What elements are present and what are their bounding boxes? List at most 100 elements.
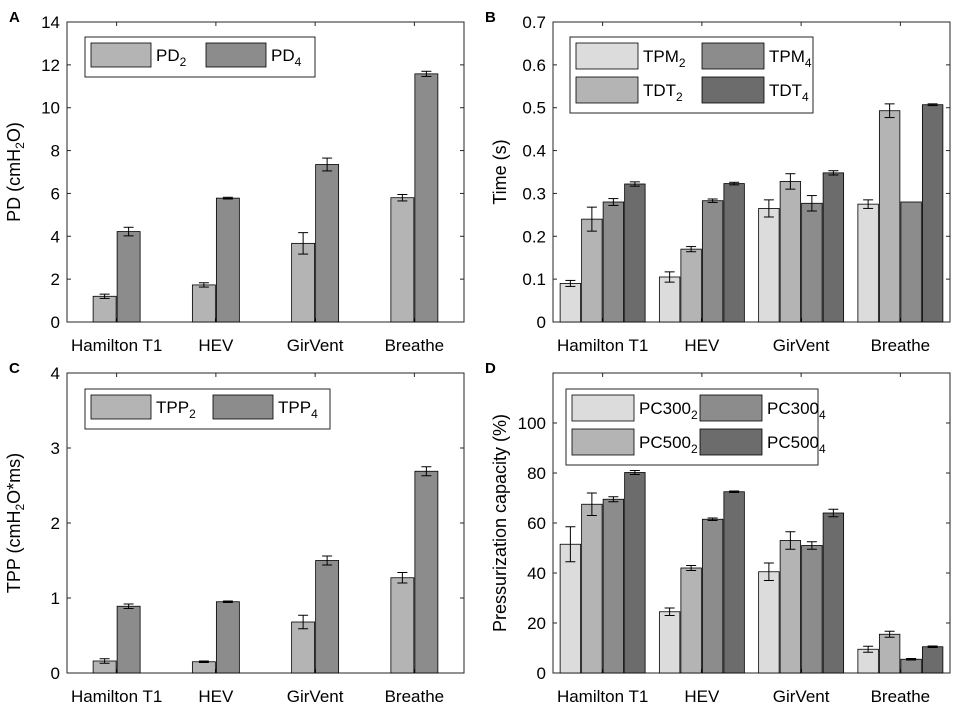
y-tick-label: 60 [527, 514, 546, 533]
bar [215, 197, 240, 323]
x-tick-label: Hamilton T1 [71, 687, 162, 704]
y-axis-label: Time (s) [490, 139, 510, 204]
y-tick-label: 0 [51, 664, 60, 683]
panel-label: A [9, 9, 20, 26]
bar [878, 110, 901, 323]
legend-entry-name: TPP [278, 398, 311, 417]
legend-entry-sub: 2 [189, 407, 196, 421]
bar [116, 605, 141, 674]
y-tick-label: 3 [51, 439, 60, 458]
y-tick-label: 0.6 [522, 56, 546, 75]
bar [921, 646, 944, 674]
y-tick-label: 8 [51, 142, 60, 161]
y-tick-label: 0 [537, 313, 546, 332]
bar [390, 197, 415, 323]
x-tick-label: HEV [198, 687, 234, 704]
legend-swatch [571, 394, 635, 422]
panel-a: A 0 2 4 6 8 10 12 14 Hamilton T1 HEV GirVent Breathe… [4, 9, 465, 355]
y-tick-label: 0.2 [522, 227, 546, 246]
x-tick-label: Hamilton T1 [557, 336, 648, 355]
bar [215, 601, 240, 674]
bar [701, 518, 724, 674]
legend-entry-name: PC500 [767, 433, 819, 452]
legend-entry: TDT4 [769, 81, 809, 104]
bar [900, 201, 922, 323]
x-tick-label: Breathe [871, 336, 931, 355]
y-axis-label-tail: O) [4, 122, 24, 142]
legend-entry-sub: 2 [676, 90, 683, 104]
bar [779, 540, 802, 674]
x-tick-label: Hamilton T1 [71, 336, 162, 355]
legend-entry-sub: 4 [295, 55, 302, 69]
y-tick-label: 100 [518, 414, 546, 433]
bar [116, 231, 141, 323]
y-tick-label: 1 [51, 589, 60, 608]
y-tick-label: 0.1 [522, 270, 546, 289]
bar [291, 242, 316, 323]
bar [414, 470, 439, 674]
bar [878, 633, 901, 674]
panel-d: D 0 20 40 60 80 100 Hamilton T1 HEV GirVent Breath… [485, 360, 951, 704]
bar [581, 218, 603, 323]
legend-swatch [90, 42, 152, 68]
y-axis-label-main: Pressurization capacity (%) [490, 414, 510, 632]
legend-entry-name: PD [156, 46, 180, 65]
y-axis-label: PD (cmH2O) [4, 122, 27, 222]
bar [390, 577, 415, 674]
y-tick-label: 0.4 [522, 142, 546, 161]
bar [191, 661, 216, 674]
legend-entry: TDT2 [643, 81, 683, 104]
panel-label: B [485, 9, 496, 26]
bar [624, 183, 646, 323]
panel-b: B 0 0.1 0.2 0.3 0.4 0.5 0.6 0.7 Hamilton T1 HEV Gir… [485, 9, 951, 355]
axes-box [66, 21, 465, 323]
bar [658, 611, 681, 674]
bar [921, 104, 944, 323]
bar [822, 172, 845, 323]
y-tick-label: 4 [51, 364, 60, 383]
y-axis-label-main: Time (s) [490, 139, 510, 204]
y-axis-label-sub: 2 [13, 504, 27, 511]
y-axis-label-tail: O*ms) [4, 453, 24, 504]
bar [559, 283, 582, 323]
bar [779, 181, 802, 323]
bar [701, 200, 724, 323]
legend-entry-name: TPP [156, 398, 189, 417]
y-tick-label: 4 [51, 227, 60, 246]
legend-entry: PC5004 [767, 433, 826, 456]
bar [822, 512, 845, 674]
y-tick-label: 6 [51, 184, 60, 203]
legend-entry-name: TPM [643, 47, 679, 66]
y-tick-label: 0.3 [522, 184, 546, 203]
x-tick-label: HEV [198, 336, 234, 355]
bar [801, 545, 823, 674]
y-axis-label-main: PD (cmH [4, 149, 24, 222]
legend-entry: TPP2 [156, 398, 196, 421]
y-tick-label: 2 [51, 514, 60, 533]
legend-entry-name: TPM [769, 47, 805, 66]
legend-entry-sub: 2 [679, 56, 686, 70]
legend-entry: PD4 [271, 46, 302, 69]
bar [315, 164, 340, 323]
legend-entry-name: TDT [769, 81, 802, 100]
legend-entry-sub: 2 [691, 408, 698, 422]
legend-entry-sub: 4 [805, 56, 812, 70]
panel-c: C 0 1 2 3 4 Hamilton T1 HEV GirVent Breathe TPP (c… [4, 360, 465, 704]
x-tick-label: Breathe [871, 687, 931, 704]
bar [581, 503, 603, 674]
bar [624, 472, 646, 674]
x-tick-label: GirVent [773, 687, 830, 704]
bar [758, 208, 780, 323]
bar [680, 567, 702, 674]
x-tick-label: GirVent [287, 336, 344, 355]
legend-entry-name: PC500 [639, 433, 691, 452]
legend-swatch [701, 42, 765, 70]
y-tick-label: 0.7 [522, 13, 546, 32]
x-tick-label: HEV [684, 336, 720, 355]
legend-swatch [701, 76, 765, 104]
bar [857, 648, 879, 674]
legend-swatch [575, 76, 639, 104]
bar [680, 248, 702, 323]
axes-box [552, 21, 951, 323]
